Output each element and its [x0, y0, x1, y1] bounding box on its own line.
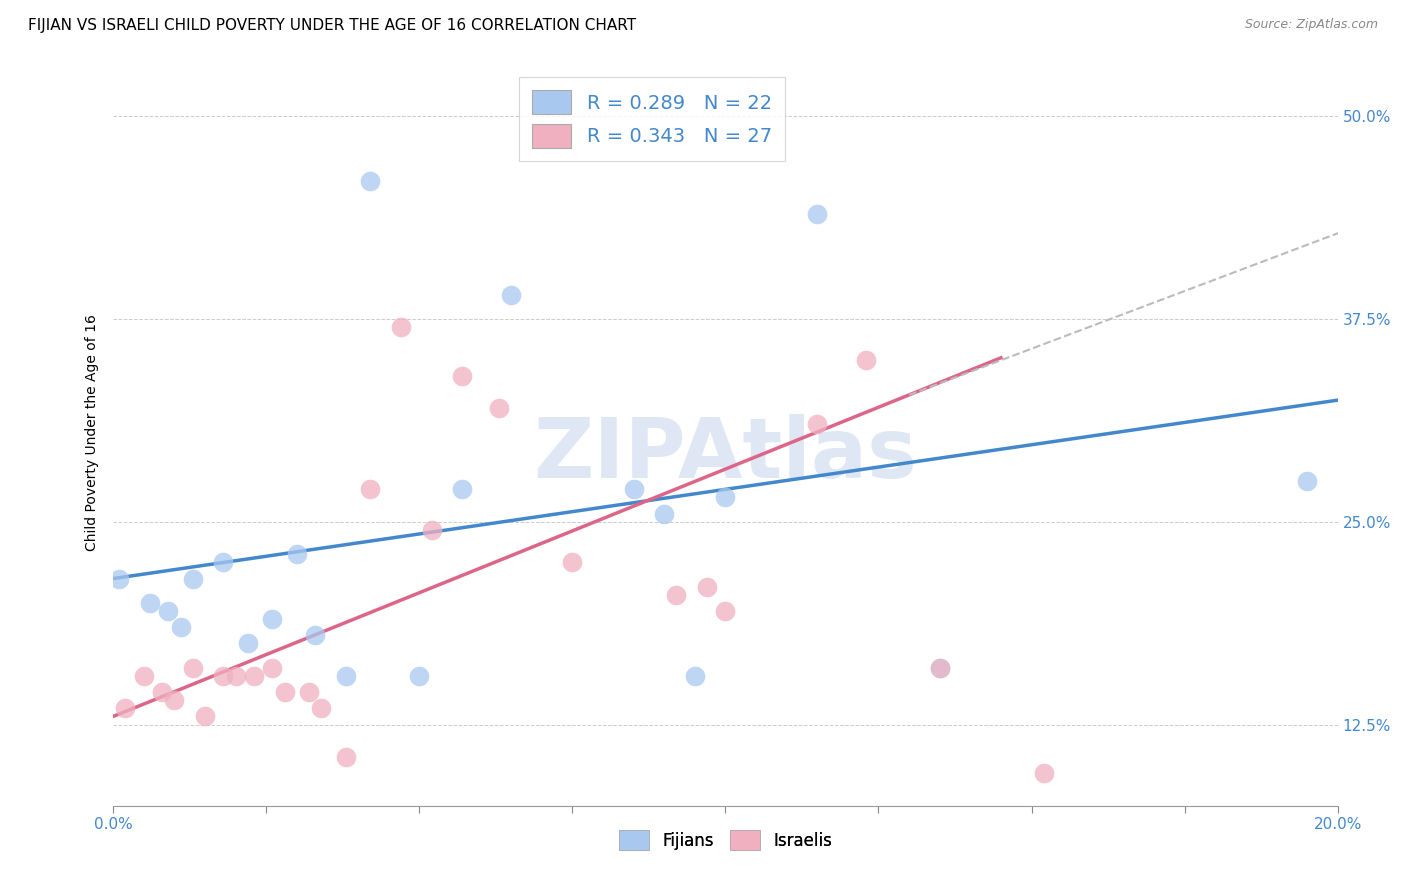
- Point: [420, 523, 443, 537]
- Point: [1032, 766, 1054, 780]
- Point: [451, 483, 474, 497]
- Point: [139, 596, 162, 610]
- Point: [212, 669, 235, 683]
- Point: [501, 287, 523, 301]
- Point: [262, 612, 284, 626]
- Point: [108, 572, 131, 586]
- Point: [243, 669, 266, 683]
- Point: [114, 701, 136, 715]
- Point: [488, 401, 510, 416]
- Point: [623, 483, 645, 497]
- Text: FIJIAN VS ISRAELI CHILD POVERTY UNDER THE AGE OF 16 CORRELATION CHART: FIJIAN VS ISRAELI CHILD POVERTY UNDER TH…: [28, 18, 637, 33]
- Point: [311, 701, 333, 715]
- Point: [389, 320, 412, 334]
- Point: [561, 555, 583, 569]
- Point: [1296, 475, 1319, 489]
- Legend: Fijians, Israelis: Fijians, Israelis: [612, 823, 839, 857]
- Point: [212, 555, 235, 569]
- Point: [408, 669, 430, 683]
- Point: [806, 207, 828, 221]
- Point: [714, 604, 737, 618]
- Point: [150, 685, 173, 699]
- Point: [181, 661, 204, 675]
- Point: [181, 572, 204, 586]
- Point: [225, 669, 247, 683]
- Text: Source: ZipAtlas.com: Source: ZipAtlas.com: [1244, 18, 1378, 31]
- Point: [285, 547, 308, 561]
- Point: [132, 669, 155, 683]
- Point: [855, 352, 877, 367]
- Point: [262, 661, 284, 675]
- Point: [928, 661, 950, 675]
- Y-axis label: Child Poverty Under the Age of 16: Child Poverty Under the Age of 16: [86, 314, 100, 551]
- Point: [335, 669, 357, 683]
- Point: [652, 507, 675, 521]
- Point: [714, 491, 737, 505]
- Point: [273, 685, 295, 699]
- Point: [157, 604, 180, 618]
- Point: [298, 685, 321, 699]
- Point: [359, 483, 381, 497]
- Point: [359, 174, 381, 188]
- Point: [806, 417, 828, 432]
- Point: [928, 661, 950, 675]
- Point: [696, 580, 718, 594]
- Point: [335, 750, 357, 764]
- Point: [304, 628, 326, 642]
- Point: [683, 669, 706, 683]
- Point: [194, 709, 217, 723]
- Text: ZIPAtlas: ZIPAtlas: [533, 415, 917, 495]
- Point: [665, 588, 688, 602]
- Point: [169, 620, 191, 634]
- Point: [451, 368, 474, 383]
- Point: [163, 693, 186, 707]
- Point: [236, 636, 259, 650]
